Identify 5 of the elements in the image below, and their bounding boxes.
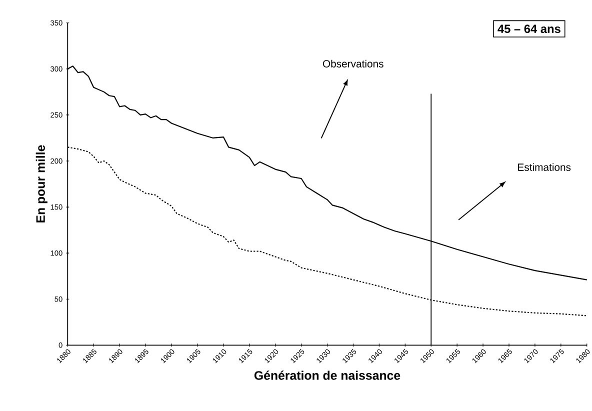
annotation: 45 – 64 ans <box>498 24 560 34</box>
annotation: Estimations <box>518 163 571 172</box>
x-axis-title: Génération de naissance <box>254 370 400 380</box>
y-axis-title: En pour mille <box>36 145 48 223</box>
annotation: Observations <box>322 60 384 68</box>
